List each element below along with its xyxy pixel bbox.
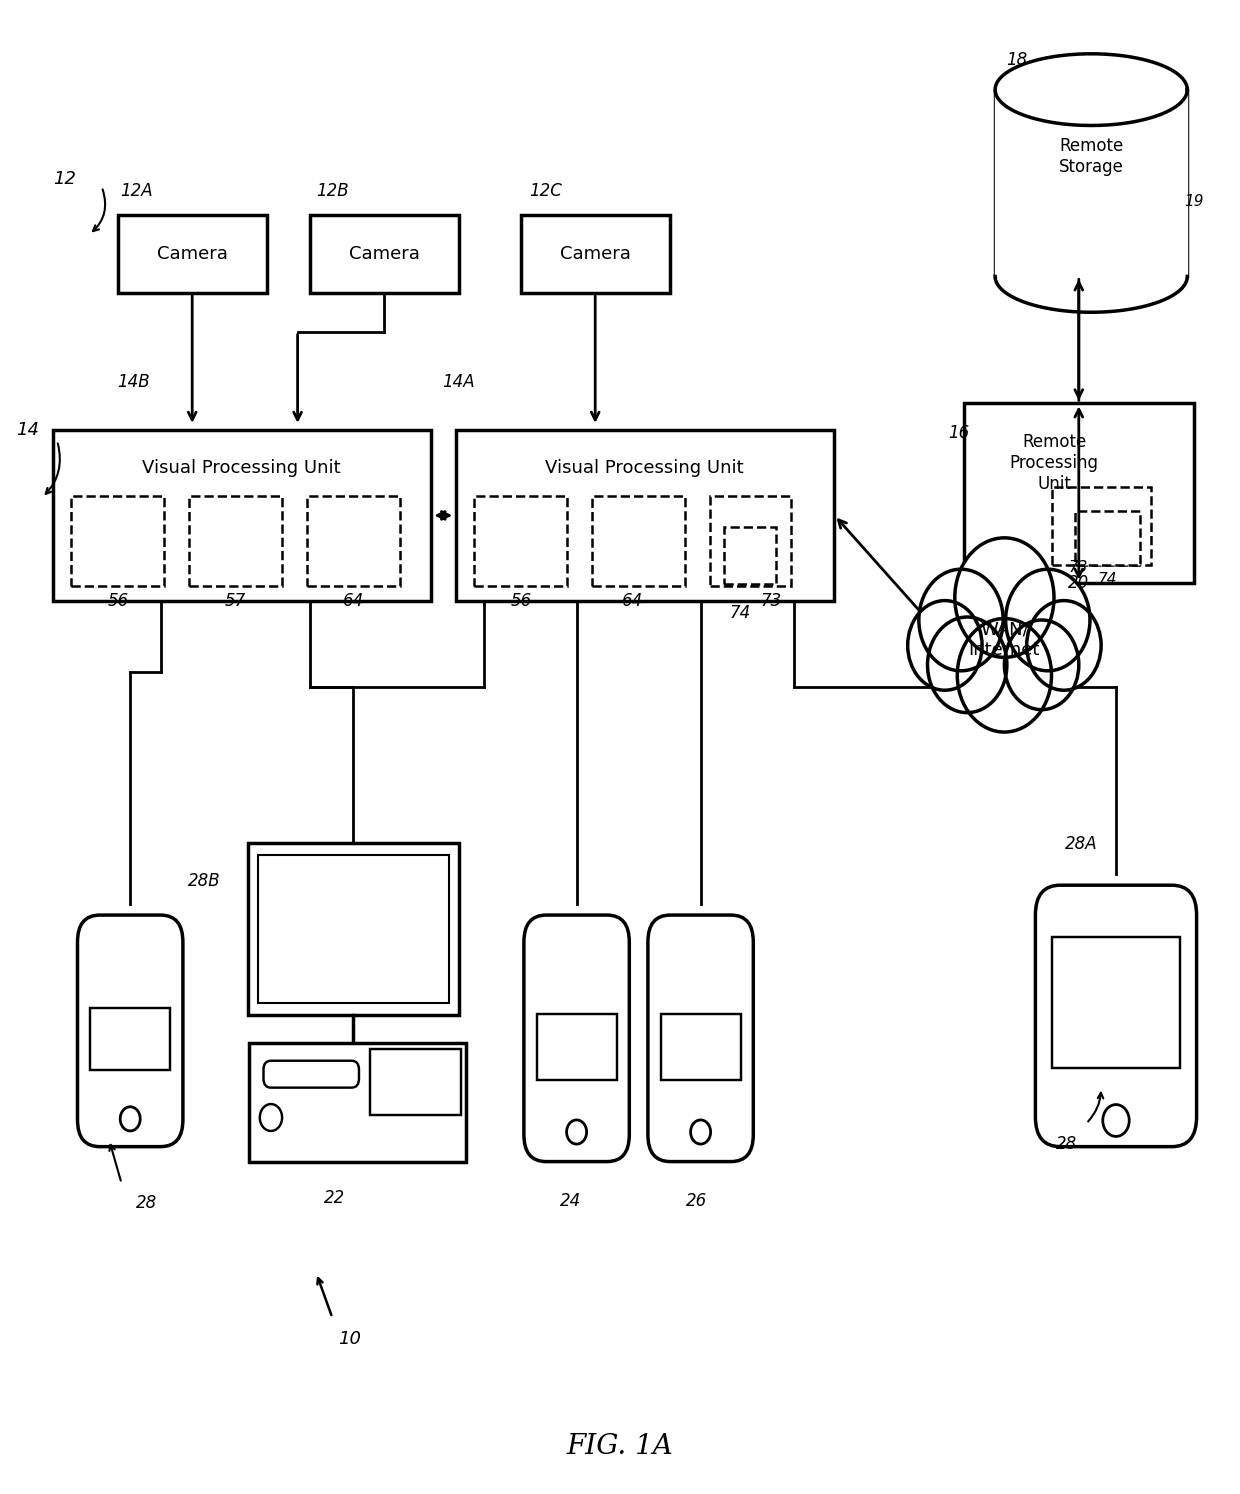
FancyBboxPatch shape bbox=[456, 430, 835, 601]
Circle shape bbox=[908, 601, 982, 690]
Circle shape bbox=[955, 538, 1054, 657]
Text: 28: 28 bbox=[135, 1194, 157, 1212]
FancyBboxPatch shape bbox=[263, 1061, 360, 1088]
Text: WAN/
Internet: WAN/ Internet bbox=[968, 620, 1040, 659]
Text: 12: 12 bbox=[53, 170, 76, 188]
Circle shape bbox=[1006, 569, 1090, 671]
Text: 12A: 12A bbox=[120, 182, 153, 200]
FancyBboxPatch shape bbox=[1052, 487, 1151, 565]
Text: 64: 64 bbox=[342, 592, 365, 610]
Text: 10: 10 bbox=[339, 1330, 361, 1348]
FancyBboxPatch shape bbox=[248, 1043, 465, 1162]
Text: 14: 14 bbox=[16, 421, 38, 439]
Text: 26: 26 bbox=[686, 1192, 708, 1210]
FancyBboxPatch shape bbox=[370, 1049, 461, 1115]
FancyBboxPatch shape bbox=[306, 496, 399, 586]
FancyBboxPatch shape bbox=[1035, 139, 1147, 229]
FancyBboxPatch shape bbox=[71, 496, 164, 586]
FancyBboxPatch shape bbox=[647, 914, 753, 1162]
Text: 12C: 12C bbox=[529, 182, 562, 200]
Text: 28A: 28A bbox=[1065, 835, 1097, 853]
Polygon shape bbox=[996, 54, 1188, 125]
FancyBboxPatch shape bbox=[310, 215, 459, 293]
Circle shape bbox=[957, 619, 1052, 732]
Polygon shape bbox=[994, 90, 1188, 276]
Text: 74: 74 bbox=[729, 604, 751, 622]
FancyBboxPatch shape bbox=[258, 855, 449, 1004]
FancyBboxPatch shape bbox=[91, 1007, 170, 1070]
Text: 12B: 12B bbox=[316, 182, 348, 200]
Text: 19: 19 bbox=[1184, 194, 1204, 209]
Text: 74: 74 bbox=[1097, 572, 1117, 587]
FancyBboxPatch shape bbox=[525, 914, 630, 1162]
FancyBboxPatch shape bbox=[593, 496, 684, 586]
Text: Remote
Processing
Unit: Remote Processing Unit bbox=[1009, 433, 1099, 493]
Text: Camera: Camera bbox=[559, 245, 631, 263]
FancyBboxPatch shape bbox=[1052, 938, 1180, 1068]
Text: 56: 56 bbox=[510, 592, 532, 610]
FancyBboxPatch shape bbox=[53, 430, 432, 601]
Text: 57: 57 bbox=[224, 592, 247, 610]
Text: Camera: Camera bbox=[156, 245, 228, 263]
Text: FIG. 1A: FIG. 1A bbox=[567, 1433, 673, 1460]
FancyBboxPatch shape bbox=[521, 215, 670, 293]
FancyBboxPatch shape bbox=[1035, 884, 1197, 1147]
FancyBboxPatch shape bbox=[709, 496, 791, 586]
FancyBboxPatch shape bbox=[188, 496, 281, 586]
Text: 20: 20 bbox=[1068, 574, 1090, 592]
Text: 28: 28 bbox=[1055, 1135, 1078, 1153]
FancyBboxPatch shape bbox=[724, 527, 776, 584]
Circle shape bbox=[919, 569, 1003, 671]
FancyBboxPatch shape bbox=[661, 1013, 740, 1080]
Text: 18: 18 bbox=[1006, 51, 1028, 69]
FancyBboxPatch shape bbox=[537, 1013, 616, 1080]
Text: 24: 24 bbox=[559, 1192, 582, 1210]
Text: Camera: Camera bbox=[348, 245, 420, 263]
Text: 73: 73 bbox=[760, 592, 782, 610]
FancyBboxPatch shape bbox=[248, 843, 459, 1016]
FancyBboxPatch shape bbox=[118, 215, 267, 293]
FancyBboxPatch shape bbox=[474, 496, 568, 586]
Circle shape bbox=[1004, 620, 1079, 710]
FancyBboxPatch shape bbox=[1075, 511, 1140, 565]
Text: 22: 22 bbox=[324, 1189, 346, 1207]
Text: Visual Processing Unit: Visual Processing Unit bbox=[546, 459, 744, 477]
FancyBboxPatch shape bbox=[77, 914, 184, 1147]
Circle shape bbox=[1027, 601, 1101, 690]
Text: 73: 73 bbox=[1069, 560, 1089, 575]
Text: 16: 16 bbox=[947, 424, 970, 442]
Circle shape bbox=[928, 617, 1007, 713]
Text: Visual Processing Unit: Visual Processing Unit bbox=[143, 459, 341, 477]
Text: Remote
Storage: Remote Storage bbox=[1059, 137, 1123, 176]
Text: 14B: 14B bbox=[118, 374, 150, 391]
Text: 56: 56 bbox=[107, 592, 129, 610]
Text: 64: 64 bbox=[621, 592, 644, 610]
FancyBboxPatch shape bbox=[965, 403, 1193, 583]
Text: 28B: 28B bbox=[188, 872, 221, 890]
Text: 14A: 14A bbox=[443, 374, 475, 391]
